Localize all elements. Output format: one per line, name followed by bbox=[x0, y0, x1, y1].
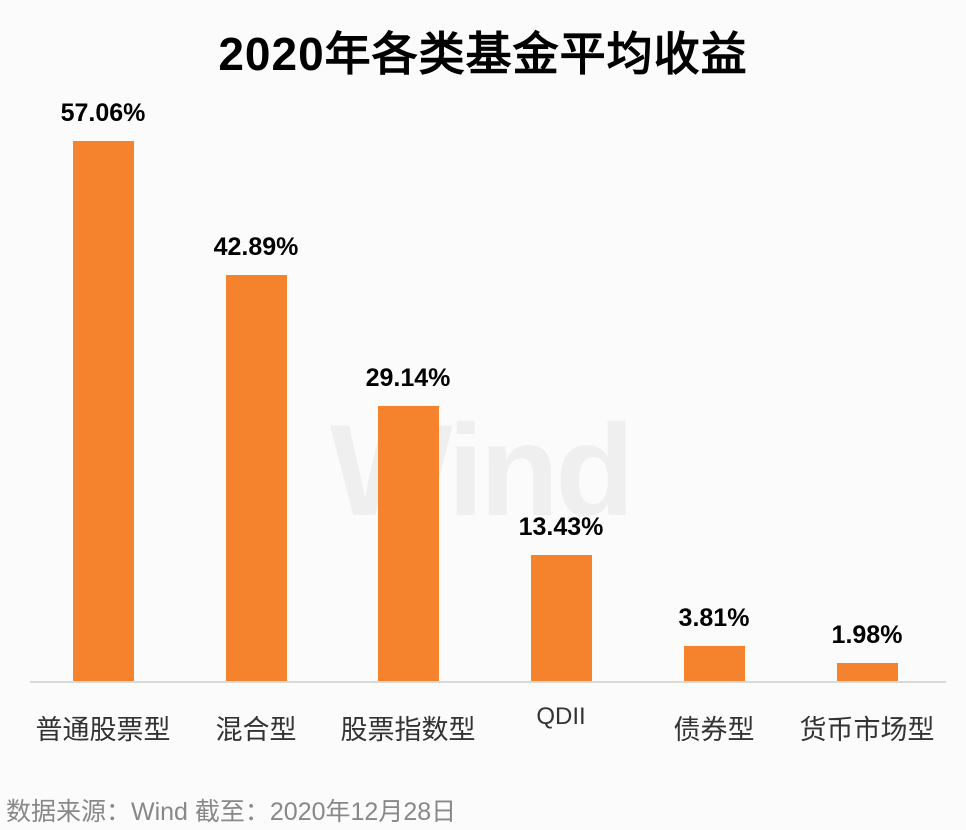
value-label: 1.98% bbox=[831, 621, 903, 649]
bar-0 bbox=[73, 141, 134, 682]
value-label: 42.89% bbox=[213, 233, 299, 261]
value-label: 13.43% bbox=[518, 513, 604, 541]
value-label: 3.81% bbox=[678, 604, 750, 632]
category-label: 混合型 bbox=[215, 715, 297, 745]
chart-title: 2020年各类基金平均收益 bbox=[218, 28, 748, 80]
category-label: 普通股票型 bbox=[35, 715, 171, 745]
category-label: 债券型 bbox=[673, 715, 755, 745]
bar-5 bbox=[837, 663, 898, 682]
bar-2 bbox=[378, 406, 439, 682]
bar-1 bbox=[226, 275, 287, 682]
value-label: 29.14% bbox=[365, 364, 451, 392]
category-label: 货币市场型 bbox=[799, 715, 935, 745]
category-label: QDII bbox=[536, 703, 586, 730]
bar-4 bbox=[684, 646, 745, 682]
value-label: 57.06% bbox=[60, 99, 146, 127]
category-label: 股票指数型 bbox=[340, 715, 476, 745]
source-note: 数据来源：Wind 截至：2020年12月28日 bbox=[6, 798, 457, 826]
x-axis-line bbox=[30, 681, 946, 683]
bar-3 bbox=[531, 555, 592, 682]
